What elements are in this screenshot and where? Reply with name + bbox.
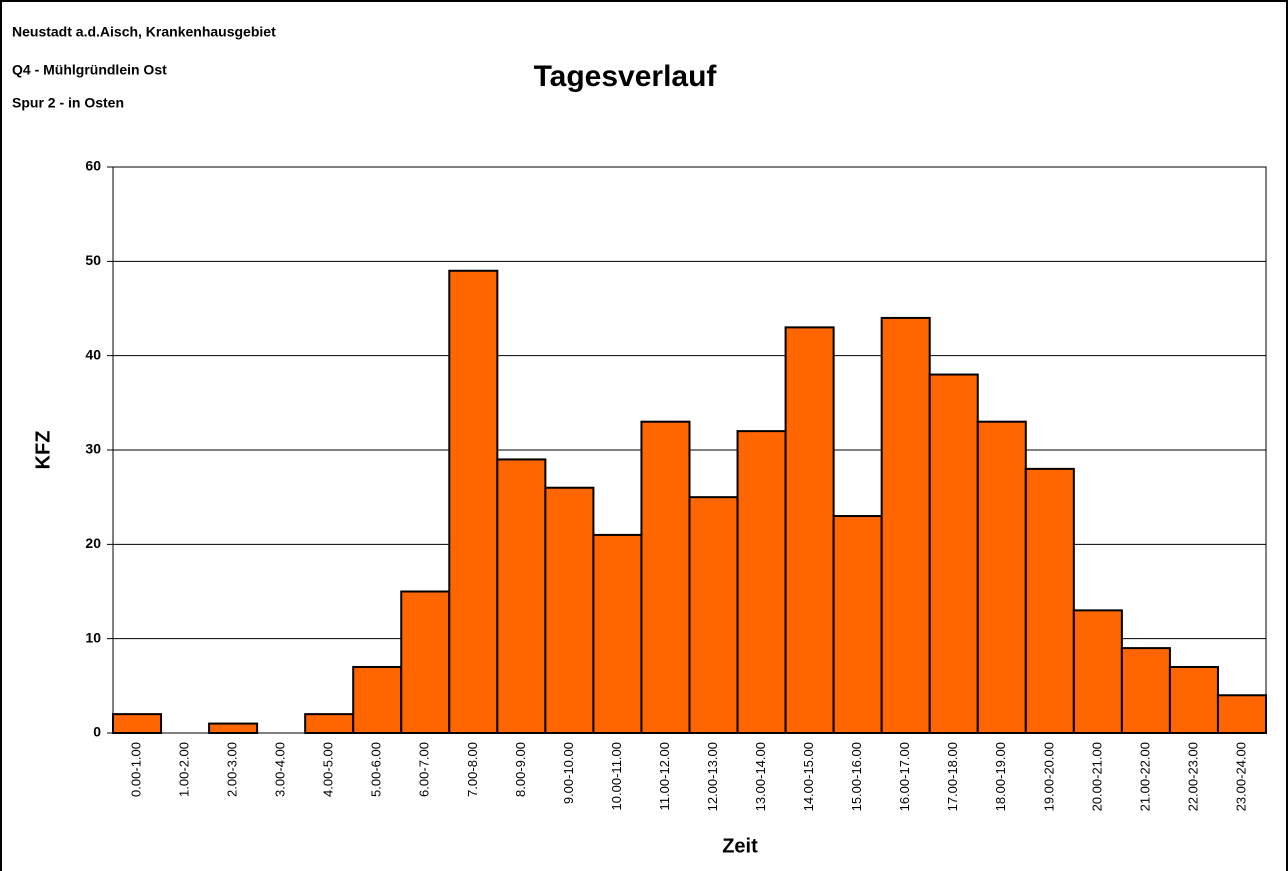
x-tick-label: 21.00-22.00: [1137, 742, 1152, 811]
x-tick-label: 13.00-14.00: [753, 742, 768, 811]
x-tick-label: 8.00-9.00: [513, 742, 528, 797]
bar: [448, 269, 499, 734]
bar: [928, 373, 979, 734]
x-tick-label: 3.00-4.00: [273, 742, 288, 797]
bar: [1216, 694, 1268, 734]
bar: [1120, 647, 1171, 734]
bar: [592, 533, 643, 735]
x-tick-label: 6.00-7.00: [417, 742, 432, 797]
x-tick-label: 5.00-6.00: [369, 742, 384, 797]
x-tick-label: 0.00-1.00: [128, 742, 143, 797]
x-tick-label: 7.00-8.00: [465, 742, 480, 797]
y-axis-label: KFZ: [32, 431, 54, 470]
x-tick-label: 18.00-19.00: [993, 742, 1008, 811]
bar: [544, 486, 595, 734]
x-tick-label: 11.00-12.00: [657, 742, 672, 810]
x-tick-label: 23.00-24.00: [1233, 742, 1248, 811]
x-tick-label: 20.00-21.00: [1089, 742, 1104, 811]
x-tick-label: 19.00-20.00: [1041, 742, 1056, 811]
x-tick-label: 16.00-17.00: [897, 742, 912, 811]
x-tick-label: 14.00-15.00: [801, 742, 816, 811]
bar: [112, 713, 163, 735]
annotation: Neustadt a.d.Aisch, Krankenhausgebiet: [12, 24, 276, 40]
y-tick-label: 60: [85, 158, 101, 174]
x-tick-label: 1.00-2.00: [177, 742, 192, 797]
bar: [784, 326, 835, 734]
bar: [1168, 665, 1219, 735]
y-tick-label: 40: [85, 346, 101, 362]
bar: [496, 458, 547, 734]
chart-title: Tagesverlauf: [534, 60, 718, 93]
bar: [640, 420, 691, 734]
x-tick-label: 9.00-10.00: [561, 742, 576, 804]
y-tick-label: 30: [85, 441, 101, 457]
x-tick-label: 22.00-23.00: [1185, 742, 1200, 811]
bar: [208, 722, 259, 734]
x-axis-label: Zeit: [722, 835, 758, 857]
bar: [832, 515, 883, 734]
x-tick-label: 15.00-16.00: [849, 742, 864, 811]
bar: [976, 420, 1027, 734]
bar: [1072, 609, 1123, 734]
y-tick-label: 10: [85, 629, 101, 645]
x-tick-label: 2.00-3.00: [225, 742, 240, 797]
x-tick-label: 10.00-11.00: [609, 742, 624, 810]
annotation: Spur 2 - in Osten: [12, 95, 124, 111]
bar: [1024, 467, 1075, 734]
y-tick-label: 20: [85, 535, 101, 551]
bar: [736, 430, 787, 734]
x-tick-label: 4.00-5.00: [321, 742, 336, 797]
y-tick-label: 0: [93, 724, 101, 740]
x-tick-label: 12.00-13.00: [705, 742, 720, 811]
x-tick-label: 17.00-18.00: [945, 742, 960, 811]
bar: [400, 590, 451, 734]
annotation: Q4 - Mühlgründlein Ost: [12, 62, 167, 78]
bar: [304, 713, 355, 735]
bar: [880, 316, 931, 734]
bar: [688, 496, 739, 734]
y-tick-label: 50: [85, 252, 101, 268]
bar: [352, 665, 403, 735]
